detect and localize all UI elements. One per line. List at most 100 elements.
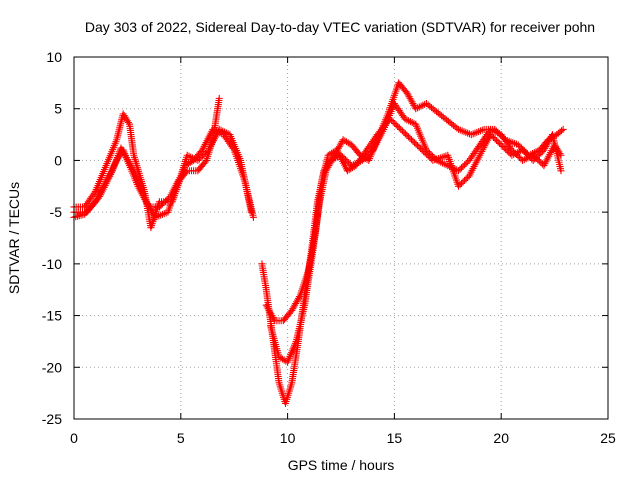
data-point bbox=[409, 137, 417, 145]
data-point bbox=[503, 147, 511, 155]
y-tick-label: -5 bbox=[50, 204, 63, 220]
data-point bbox=[211, 126, 219, 134]
data-point bbox=[459, 162, 467, 170]
data-point bbox=[214, 128, 222, 136]
data-point bbox=[397, 125, 405, 133]
data-point bbox=[215, 94, 223, 102]
x-axis-title: GPS time / hours bbox=[288, 457, 395, 473]
data-point bbox=[345, 159, 353, 167]
data-point bbox=[418, 146, 426, 154]
data-point bbox=[498, 133, 506, 141]
data-point bbox=[492, 127, 500, 135]
x-tick-label: 15 bbox=[387, 430, 403, 446]
data-point bbox=[529, 150, 537, 158]
data-point bbox=[124, 119, 132, 127]
data-point bbox=[90, 189, 98, 197]
data-point bbox=[408, 119, 416, 127]
data-point bbox=[412, 140, 420, 148]
data-point bbox=[391, 119, 399, 127]
data-point bbox=[454, 182, 462, 190]
data-point bbox=[510, 150, 518, 158]
data-point bbox=[497, 141, 505, 149]
data-point bbox=[520, 156, 528, 164]
data-point bbox=[403, 131, 411, 139]
x-tick-label: 10 bbox=[280, 430, 296, 446]
data-point bbox=[458, 179, 466, 187]
data-point bbox=[201, 158, 209, 166]
data-point bbox=[530, 149, 538, 157]
data-point bbox=[414, 104, 422, 112]
data-point bbox=[462, 159, 470, 167]
data-point bbox=[496, 139, 504, 147]
data-point bbox=[516, 142, 524, 150]
data-point bbox=[403, 116, 411, 124]
data-point bbox=[517, 144, 525, 152]
data-point bbox=[456, 181, 464, 189]
data-point bbox=[417, 145, 425, 153]
plot-frame bbox=[73, 56, 609, 420]
data-point bbox=[424, 152, 432, 160]
data-point bbox=[500, 144, 508, 152]
data-point bbox=[491, 135, 499, 143]
data-point bbox=[519, 156, 527, 164]
data-point bbox=[411, 139, 419, 147]
data-point bbox=[537, 159, 545, 167]
data-point bbox=[494, 128, 502, 136]
y-tick-label: 5 bbox=[54, 101, 62, 117]
data-point bbox=[405, 117, 413, 125]
data-point bbox=[401, 115, 409, 123]
data-point bbox=[295, 293, 303, 301]
data-point bbox=[421, 149, 429, 157]
data-point bbox=[442, 161, 450, 169]
data-point bbox=[183, 151, 191, 159]
x-tick-label: 20 bbox=[493, 430, 509, 446]
y-tick-label: -25 bbox=[42, 411, 62, 427]
data-point bbox=[527, 150, 535, 158]
data-point bbox=[414, 142, 422, 150]
data-point bbox=[406, 118, 414, 126]
tick-labels: 0 5 10 15 20 25 -25 -20 -15 -10 -5 0 5 10 bbox=[42, 49, 616, 446]
data-point bbox=[491, 125, 499, 133]
x-tick-label: 5 bbox=[177, 430, 185, 446]
data-point bbox=[185, 152, 193, 160]
data-point bbox=[461, 161, 469, 169]
data-point bbox=[406, 134, 414, 142]
data-point bbox=[454, 167, 462, 175]
data-point bbox=[522, 148, 530, 156]
data-point bbox=[490, 134, 498, 142]
data-point bbox=[488, 132, 496, 140]
data-point bbox=[216, 129, 224, 137]
data-point bbox=[529, 156, 537, 164]
data-point bbox=[407, 136, 415, 144]
data-point bbox=[513, 149, 521, 157]
data-point bbox=[394, 122, 402, 130]
data-point bbox=[502, 145, 510, 153]
grid bbox=[73, 56, 609, 420]
data-point bbox=[558, 127, 566, 135]
data-point bbox=[401, 130, 409, 138]
data-point bbox=[459, 178, 467, 186]
data-point bbox=[495, 130, 503, 138]
data-point bbox=[415, 103, 423, 111]
data-point bbox=[453, 124, 461, 132]
data-point bbox=[423, 151, 431, 159]
series-track-6 bbox=[267, 79, 567, 366]
data-point bbox=[426, 153, 434, 161]
data-point bbox=[456, 165, 464, 173]
data-point bbox=[389, 118, 397, 126]
data-point bbox=[511, 150, 519, 158]
data-point bbox=[461, 176, 469, 184]
data-point bbox=[388, 117, 396, 125]
data-point bbox=[270, 315, 278, 323]
data-point bbox=[412, 105, 420, 113]
data-point bbox=[395, 124, 403, 132]
x-tick-label: 0 bbox=[70, 430, 78, 446]
data-point bbox=[499, 142, 507, 150]
y-tick-label: -15 bbox=[42, 308, 62, 324]
y-tick-label: -10 bbox=[42, 256, 62, 272]
series-track-3 bbox=[70, 110, 257, 232]
data-point bbox=[535, 157, 543, 165]
data-point bbox=[493, 136, 501, 144]
data-point bbox=[519, 145, 527, 153]
